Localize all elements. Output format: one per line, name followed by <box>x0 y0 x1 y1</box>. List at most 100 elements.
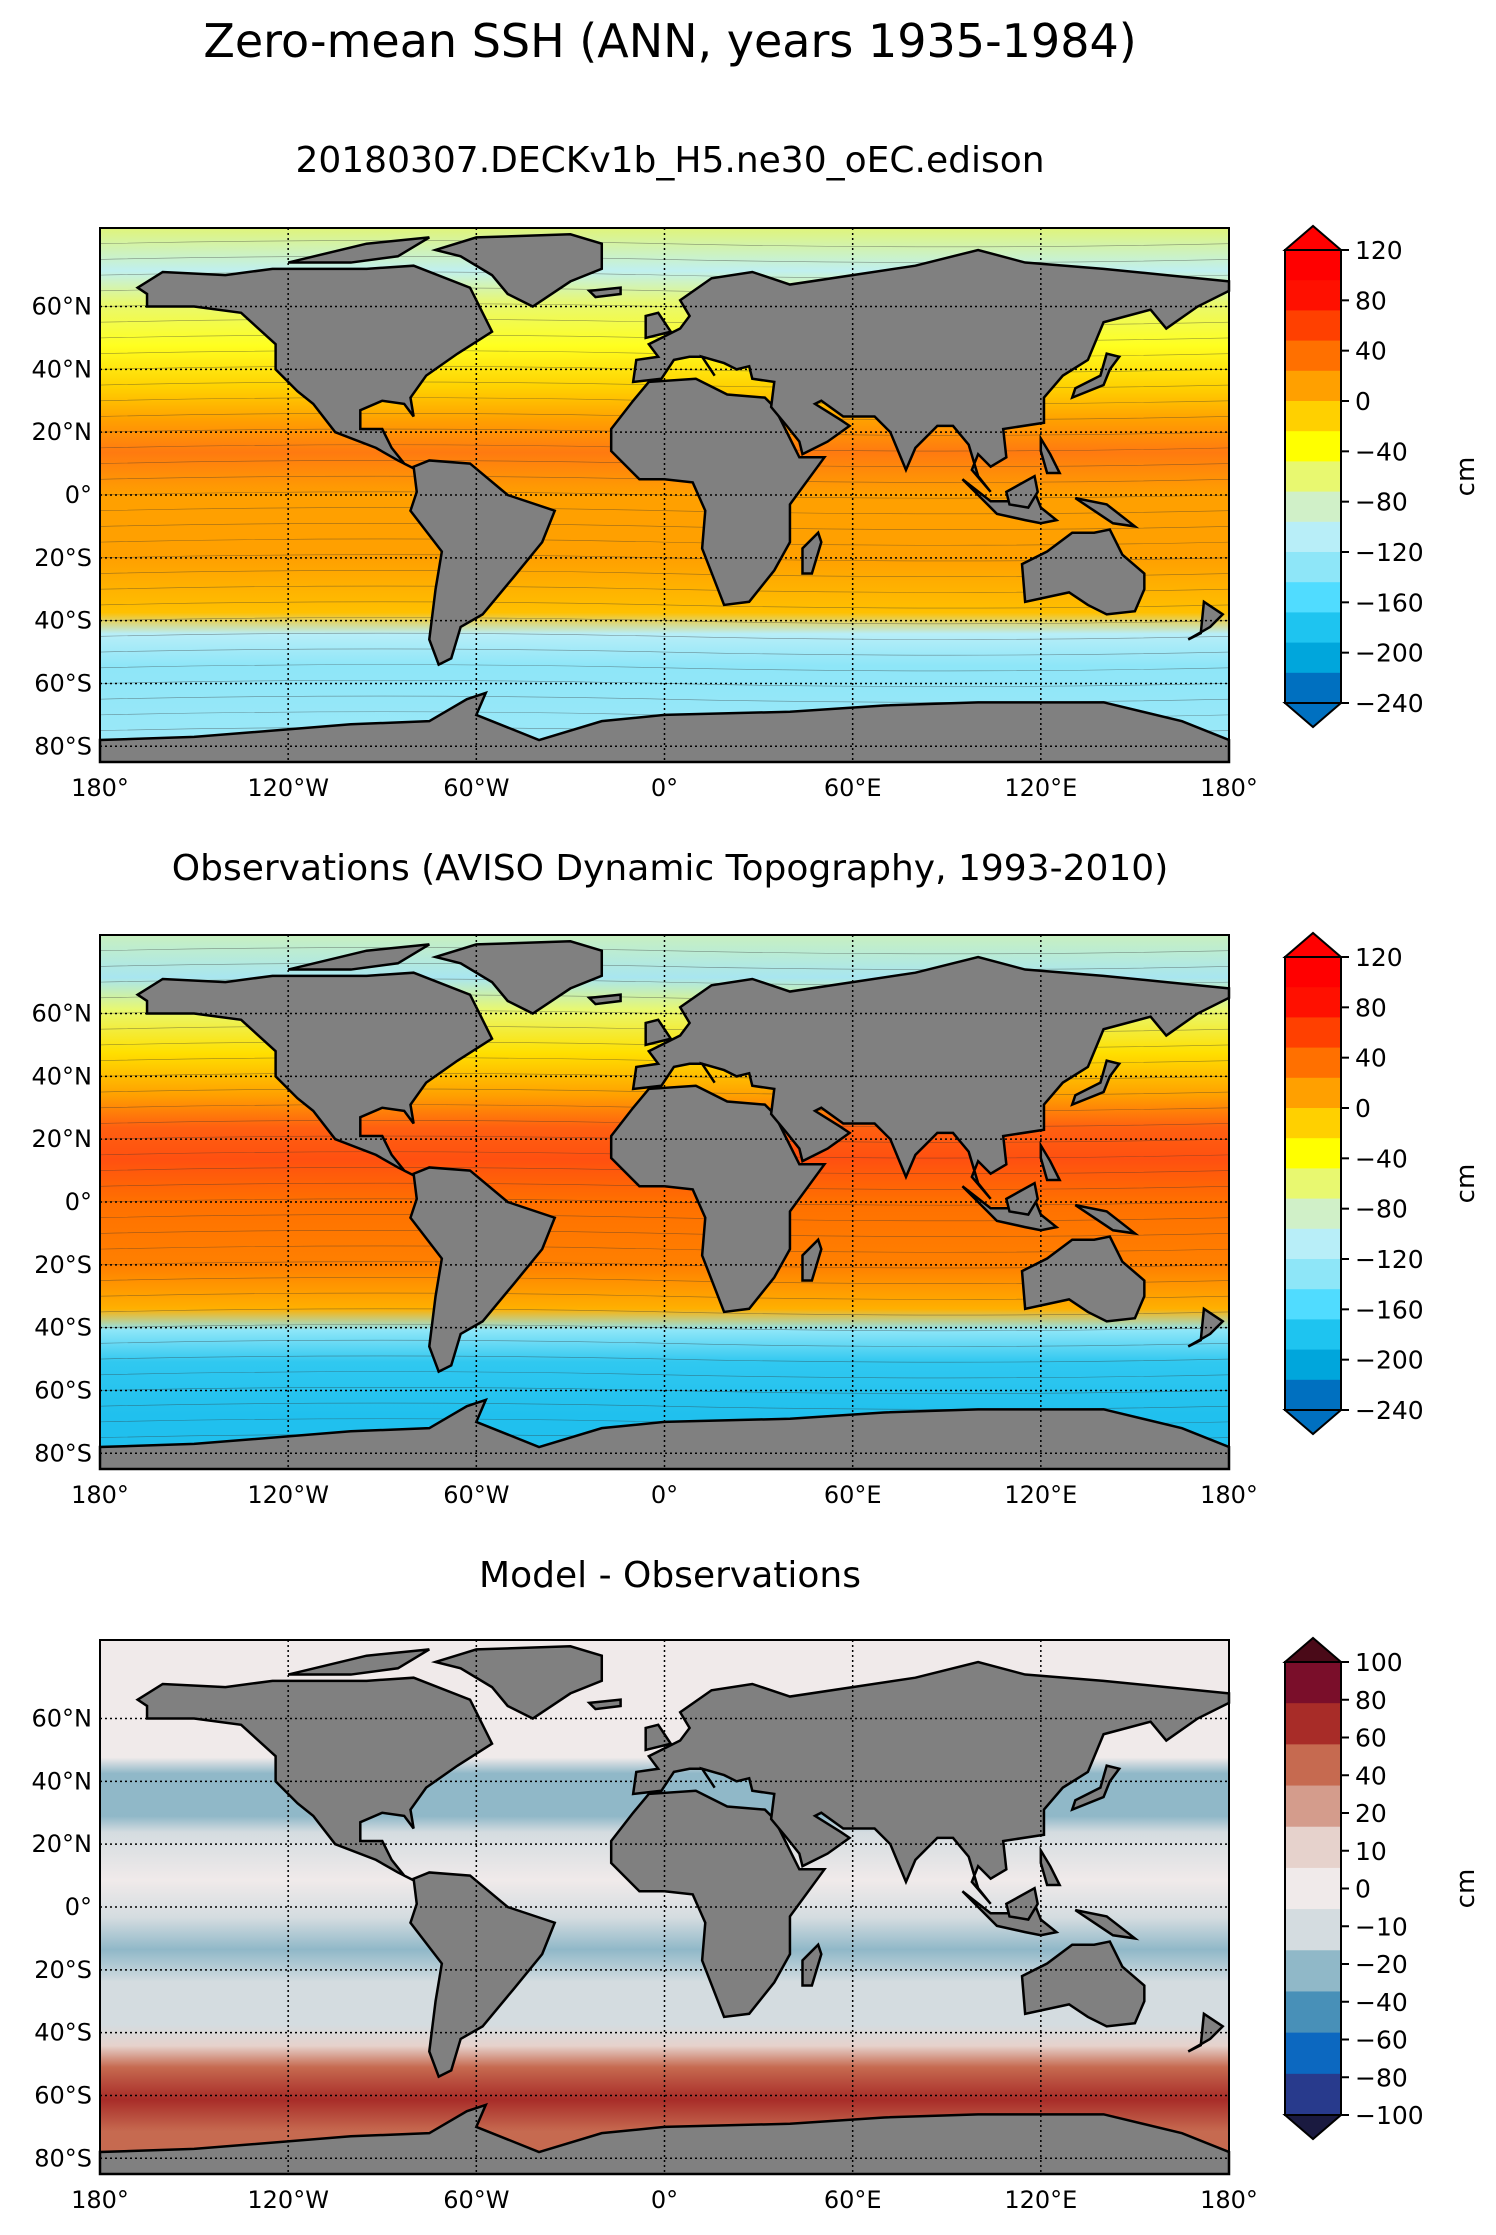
y-tick-label: 80°S <box>34 1439 92 1467</box>
colorbar-tick-label: 20 <box>1355 1799 1387 1828</box>
land-namerica <box>135 971 494 1178</box>
land-samerica <box>409 459 557 667</box>
land-uk <box>644 311 673 340</box>
land-newguinea <box>1074 1203 1140 1236</box>
land-africa <box>609 1084 827 1314</box>
colorbar-extend-bottom <box>1282 2114 1344 2141</box>
colorbar-swatch <box>1285 491 1341 523</box>
colorbar-label: cm <box>1451 457 1481 497</box>
land-australia <box>1020 1235 1146 1323</box>
colorbar-swatch <box>1285 612 1341 644</box>
y-tick-label: 60°S <box>34 2081 92 2109</box>
land-greenland <box>430 940 604 1015</box>
land-namerica <box>135 1676 494 1883</box>
land-borneo <box>1004 1886 1040 1921</box>
colorbar-tick-label: −160 <box>1355 1295 1424 1324</box>
colorbar-swatch <box>1285 2073 1341 2116</box>
colorbar-tick-label: −120 <box>1355 1245 1424 1274</box>
land-arctic <box>287 236 430 264</box>
colorbar-swatch <box>1285 987 1341 1018</box>
x-tick-label: 0° <box>651 2186 678 2214</box>
colorbar-tick-label: −60 <box>1355 2026 1408 2055</box>
colorbar-tick-label: −240 <box>1355 1396 1424 1425</box>
colorbar-tick-label: 80 <box>1355 993 1387 1022</box>
colorbar-swatch <box>1285 672 1341 704</box>
land-greenland <box>430 1645 604 1720</box>
colorbar-swatch <box>1285 1047 1341 1079</box>
colorbar-swatch <box>1285 1198 1341 1230</box>
land-namerica <box>135 264 494 471</box>
y-tick-label: 40°N <box>32 355 93 383</box>
colorbar-extend-bottom <box>1282 702 1344 729</box>
x-tick-label: 120°E <box>1004 774 1077 802</box>
y-tick-label: 20°N <box>32 1125 93 1153</box>
colorbar-swatch <box>1285 1168 1341 1200</box>
colorbar-swatch <box>1285 250 1341 281</box>
colorbar-swatch <box>1285 280 1341 311</box>
land-eurasia <box>631 1660 1231 1905</box>
x-tick-label: 60°E <box>824 1481 882 1509</box>
colorbar-swatch <box>1285 1909 1341 1951</box>
map-panel-2: 180° 120°W 60°W 0° 60°E 120°E 180° 60°N 40°N 20°N… <box>32 934 1258 1509</box>
land-eurasia <box>631 955 1231 1200</box>
colorbar-swatch <box>1285 1349 1341 1381</box>
y-tick-label: 60°S <box>34 1376 92 1404</box>
colorbar-swatch <box>1285 1662 1341 1704</box>
colorbar-tick-label: 0 <box>1355 387 1371 416</box>
colorbar-extend-top <box>1282 1636 1344 1663</box>
contour-line <box>99 522 1230 530</box>
colorbar-tick-label: −200 <box>1355 1346 1424 1375</box>
colorbar-swatch <box>1285 642 1341 674</box>
colorbar-label: cm <box>1451 1869 1481 1909</box>
colorbar-tick-label: −20 <box>1355 1950 1408 1979</box>
contour-line <box>99 538 1230 546</box>
y-tick-label: 60°N <box>32 293 93 321</box>
land-antarctica <box>98 1397 1231 1471</box>
colorbar-swatch <box>1285 552 1341 583</box>
contour-line <box>99 617 1230 625</box>
land-antarctica <box>98 690 1231 764</box>
land-australia <box>1020 1940 1146 2028</box>
colorbar-swatch <box>1285 1744 1341 1787</box>
land-iceland <box>586 1698 622 1711</box>
x-tick-label: 180° <box>71 2186 129 2214</box>
land-madagascar <box>801 1942 823 1987</box>
colorbar-swatch <box>1285 1138 1341 1169</box>
panel3-title: Model - Observations <box>479 1555 861 1596</box>
x-tick-label: 180° <box>1200 1481 1258 1509</box>
x-tick-label: 120°W <box>247 2186 329 2214</box>
x-tick-label: 120°E <box>1004 1481 1077 1509</box>
land-iceland <box>586 993 622 1006</box>
colorbar-tick-label: 100 <box>1355 1648 1403 1677</box>
x-tick-label: 60°E <box>824 774 882 802</box>
land-africa <box>609 1789 827 2019</box>
colorbar-tick-label: −10 <box>1355 1912 1408 1941</box>
colorbar-swatch <box>1285 461 1341 493</box>
y-tick-label: 20°N <box>32 1830 93 1858</box>
x-tick-label: 60°W <box>443 1481 509 1509</box>
colorbar-tick-label: −100 <box>1355 2101 1424 2130</box>
x-tick-label: 60°E <box>824 2186 882 2214</box>
land-madagascar <box>801 530 823 575</box>
y-tick-label: 20°S <box>34 544 92 572</box>
colorbar-tick-label: 0 <box>1355 1875 1371 1904</box>
y-tick-label: 0° <box>65 1188 92 1216</box>
y-tick-label: 20°S <box>34 1251 92 1279</box>
x-tick-label: 120°E <box>1004 2186 1077 2214</box>
x-tick-label: 180° <box>71 1481 129 1509</box>
colorbar-extend-top <box>1282 931 1344 958</box>
contour-line <box>99 648 1230 656</box>
colorbar-swatch <box>1285 1703 1341 1745</box>
y-tick-label: 60°N <box>32 1705 93 1733</box>
colorbar-label: cm <box>1451 1164 1481 1204</box>
colorbar-swatch <box>1285 957 1341 988</box>
colorbar-2: 120 80 40 0 −40 −80 −120 −160 −200 −240 cm <box>1282 931 1481 1436</box>
colorbar-1: 120 80 40 0 −40 −80 −120 −160 −200 −240 cm <box>1282 224 1481 729</box>
x-tick-label: 0° <box>651 774 678 802</box>
colorbar-tick-label: 40 <box>1355 337 1387 366</box>
colorbar-extend-top <box>1282 224 1344 251</box>
y-tick-label: 20°N <box>32 418 93 446</box>
land-arctic <box>287 943 430 971</box>
y-tick-label: 60°N <box>32 1000 93 1028</box>
y-tick-label: 0° <box>65 1893 92 1921</box>
